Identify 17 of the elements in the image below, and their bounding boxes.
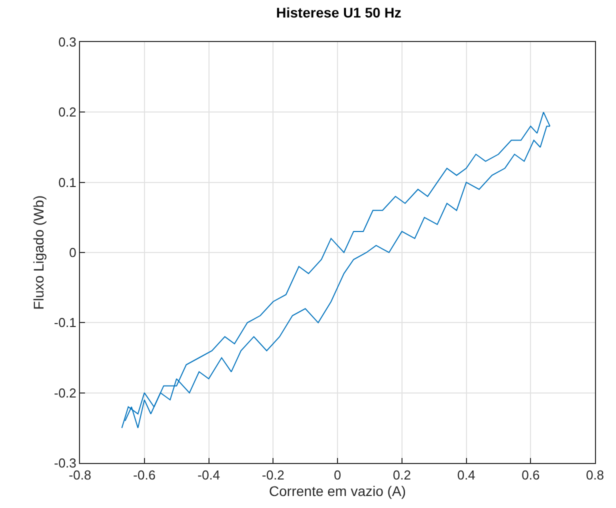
x-tick-label: -0.6 [133, 468, 156, 483]
y-tick-label: 0.3 [58, 34, 76, 50]
x-tick-label: 0 [334, 468, 342, 483]
x-tick-label: 0.4 [457, 468, 476, 483]
y-tick-label: -0.2 [54, 385, 76, 400]
y-axis-title: Fluxo Ligado (Wb) [30, 195, 47, 310]
chart-title: Histerese U1 50 Hz [276, 4, 402, 20]
y-tick-label: 0.1 [58, 174, 76, 190]
y-tick-label: 0 [69, 245, 76, 260]
x-axis-title: Corrente em vazio (A) [269, 482, 406, 499]
y-tick-label: -0.1 [54, 315, 76, 330]
x-tick-label: -0.2 [262, 468, 284, 483]
x-tick-label: 0.6 [522, 468, 540, 483]
x-tick-label: 0.2 [392, 468, 411, 483]
y-tick-label: 0.2 [58, 104, 76, 120]
x-tick-label: 0.8 [586, 468, 604, 483]
x-tick-label: -0.4 [198, 468, 220, 483]
